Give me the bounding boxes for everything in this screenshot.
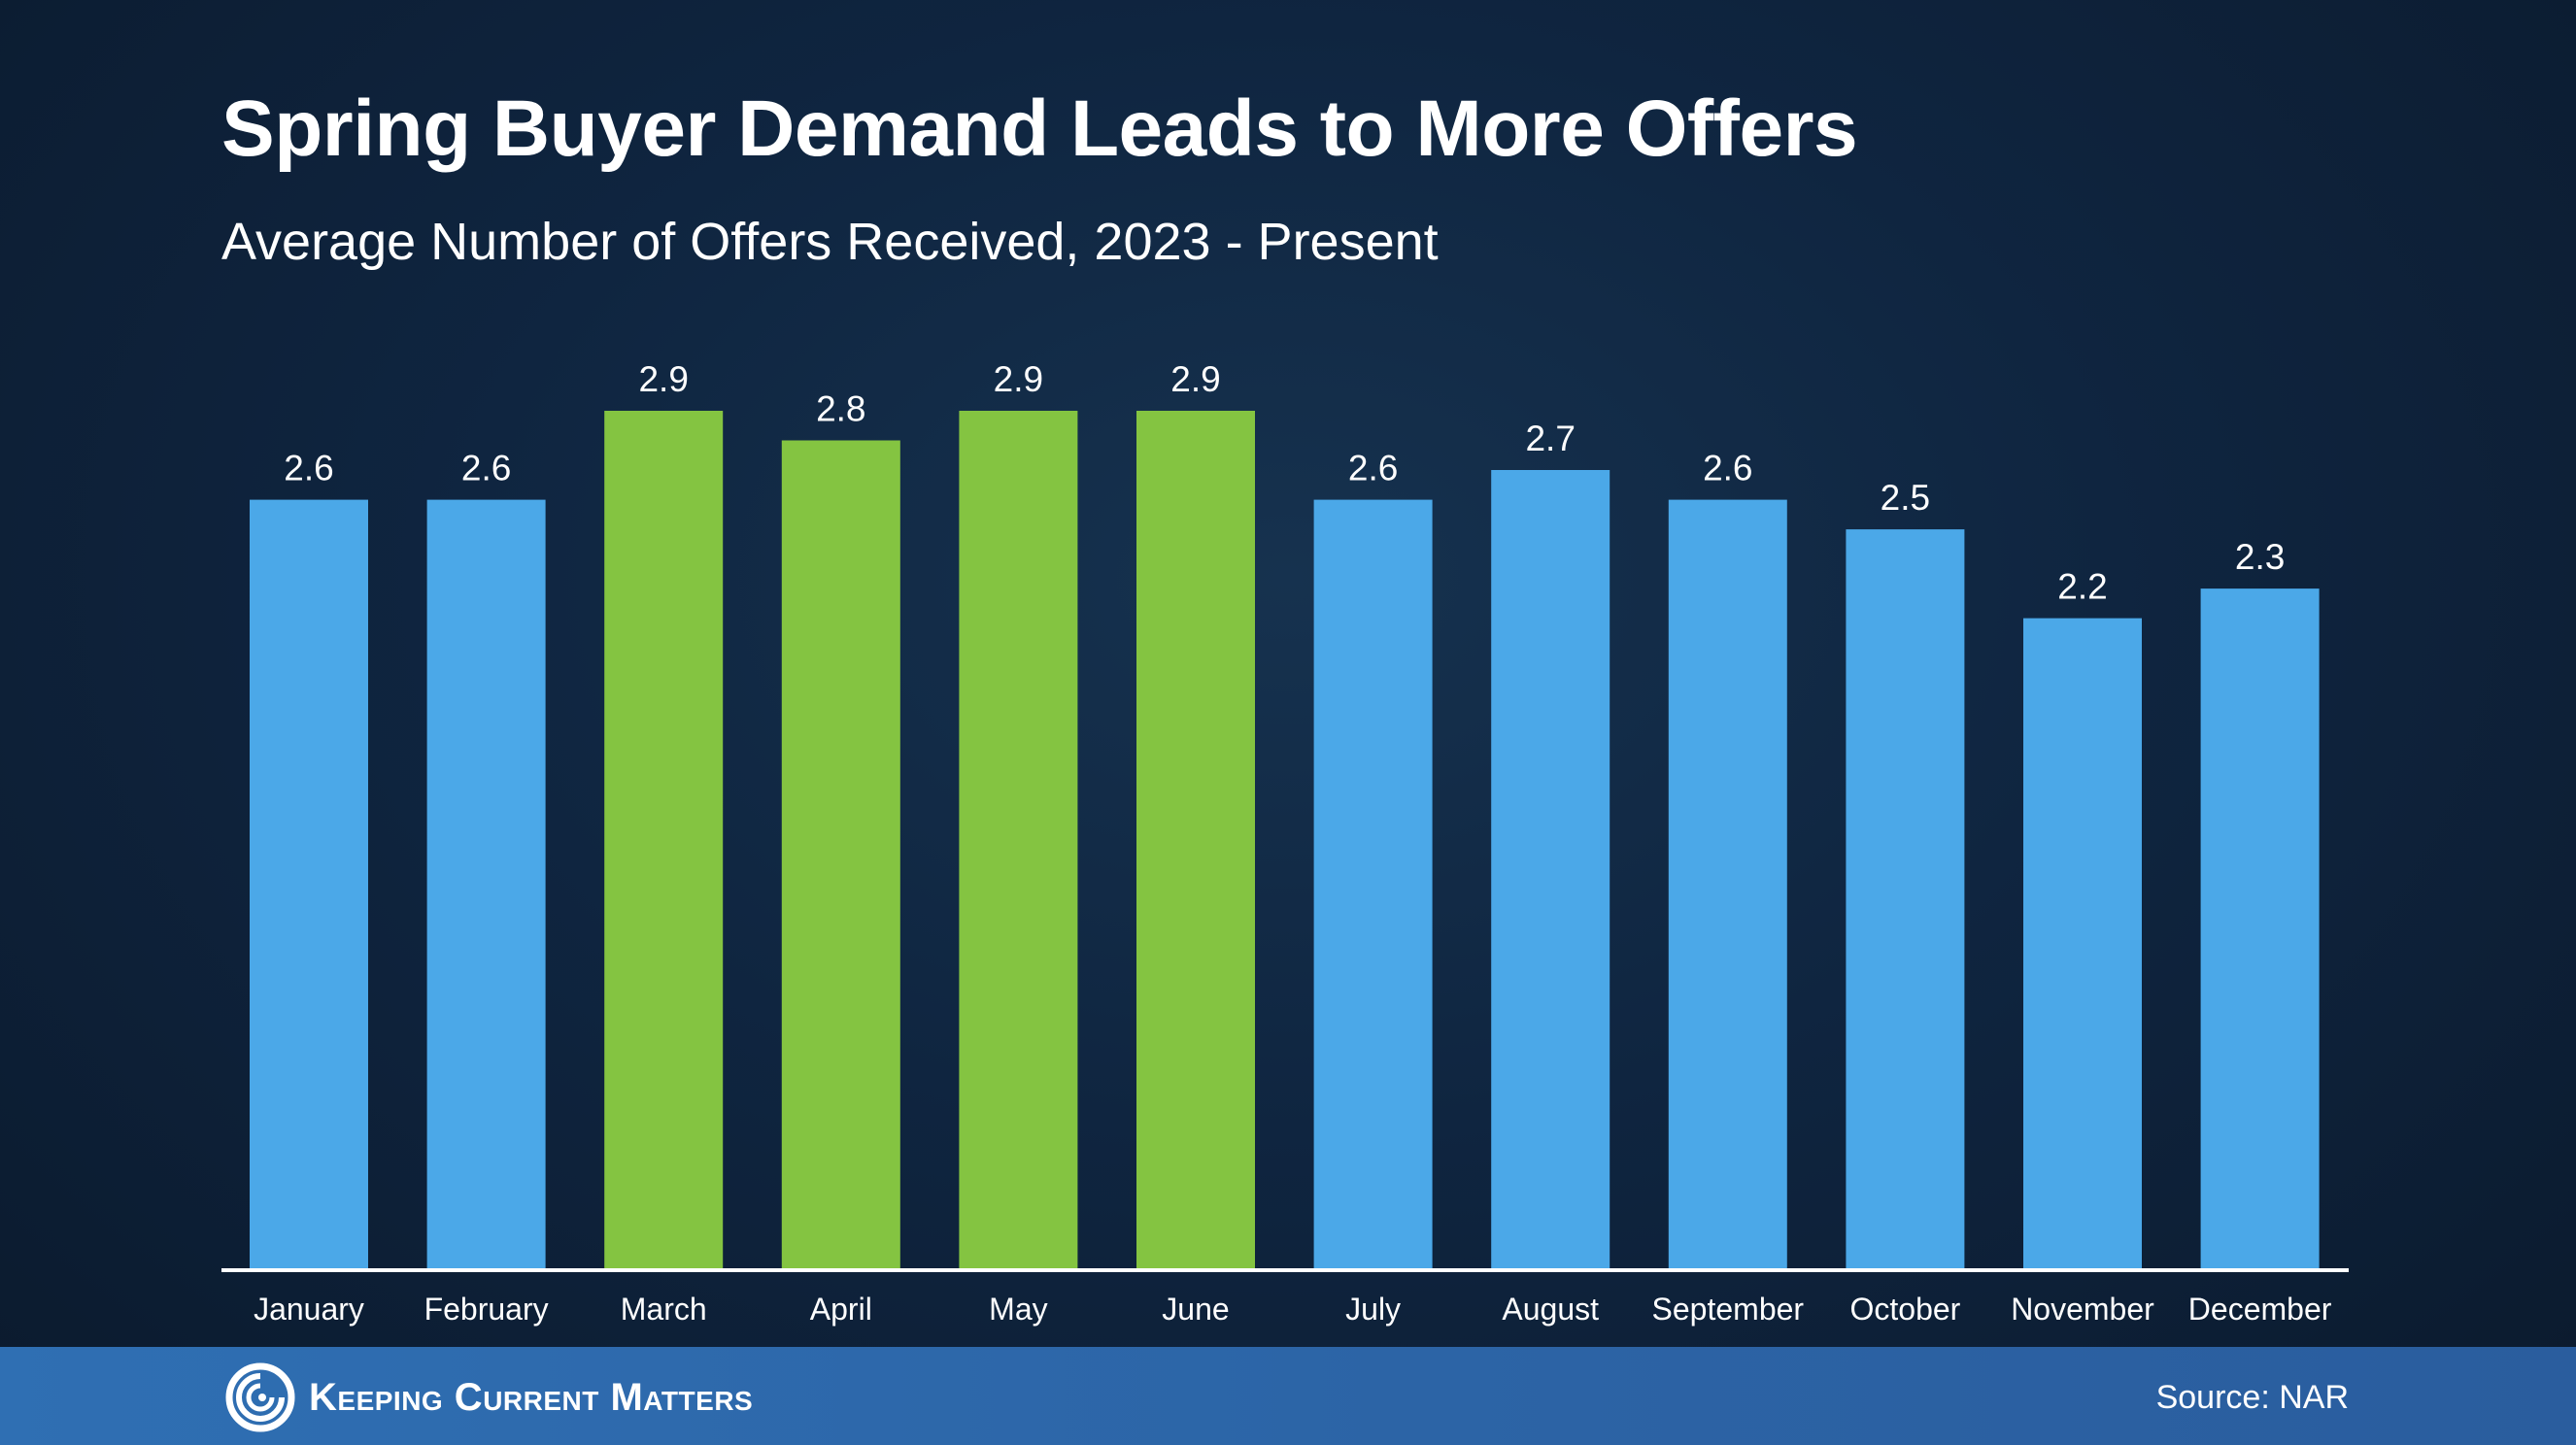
category-label-august: August xyxy=(1502,1292,1599,1327)
brand-name: Keeping Current Matters xyxy=(309,1375,754,1419)
value-label-group: 2.6 2.6 2.9 2.8 2.9 2.9 2.6 2.7 2.6 2.5 2.2 2.3 xyxy=(284,359,2285,607)
category-label-group: January February March April May June July Augu… xyxy=(254,1292,2332,1327)
value-label-march: 2.9 xyxy=(638,359,688,399)
bar-group xyxy=(250,411,2320,1270)
category-label-january: January xyxy=(254,1292,364,1327)
value-label-june: 2.9 xyxy=(1170,359,1220,399)
bar-november xyxy=(2023,618,2142,1270)
bar-september xyxy=(1668,499,1787,1270)
category-label-september: September xyxy=(1652,1292,1805,1327)
value-label-september: 2.6 xyxy=(1703,449,1752,488)
bar-may xyxy=(959,411,1078,1270)
value-label-august: 2.7 xyxy=(1525,419,1575,458)
chart-subtitle: Average Number of Offers Received, 2023 … xyxy=(221,213,1439,271)
bar-january xyxy=(250,499,368,1270)
swirl-logo-icon xyxy=(225,1362,295,1432)
bar-july xyxy=(1313,499,1433,1270)
value-label-december: 2.3 xyxy=(2235,537,2285,577)
category-label-november: November xyxy=(2011,1292,2154,1327)
value-label-january: 2.6 xyxy=(284,449,333,488)
category-label-february: February xyxy=(424,1292,549,1327)
bar-august xyxy=(1491,470,1610,1270)
footer-bar xyxy=(0,1347,2576,1445)
bar-june xyxy=(1136,411,1255,1270)
bar-april xyxy=(781,440,900,1270)
chart-title: Spring Buyer Demand Leads to More Offers xyxy=(221,84,1858,173)
value-label-november: 2.2 xyxy=(2057,567,2107,607)
value-label-october: 2.5 xyxy=(1881,478,1930,518)
category-label-march: March xyxy=(621,1292,707,1327)
value-label-may: 2.9 xyxy=(994,359,1043,399)
bar-december xyxy=(2200,588,2320,1270)
category-label-april: April xyxy=(810,1292,872,1327)
value-label-july: 2.6 xyxy=(1348,449,1398,488)
category-label-december: December xyxy=(2188,1292,2332,1327)
value-label-april: 2.8 xyxy=(816,389,865,429)
category-label-july: July xyxy=(1345,1292,1401,1327)
brand-logo[interactable]: Keeping Current Matters xyxy=(225,1362,753,1432)
source-note: Source: NAR xyxy=(2155,1379,2349,1416)
bar-march xyxy=(604,411,724,1270)
bar-february xyxy=(426,499,546,1270)
value-label-february: 2.6 xyxy=(461,449,511,488)
category-label-june: June xyxy=(1162,1292,1229,1327)
category-label-may: May xyxy=(989,1292,1047,1327)
category-label-october: October xyxy=(1849,1292,1960,1327)
bar-october xyxy=(1846,529,1965,1270)
